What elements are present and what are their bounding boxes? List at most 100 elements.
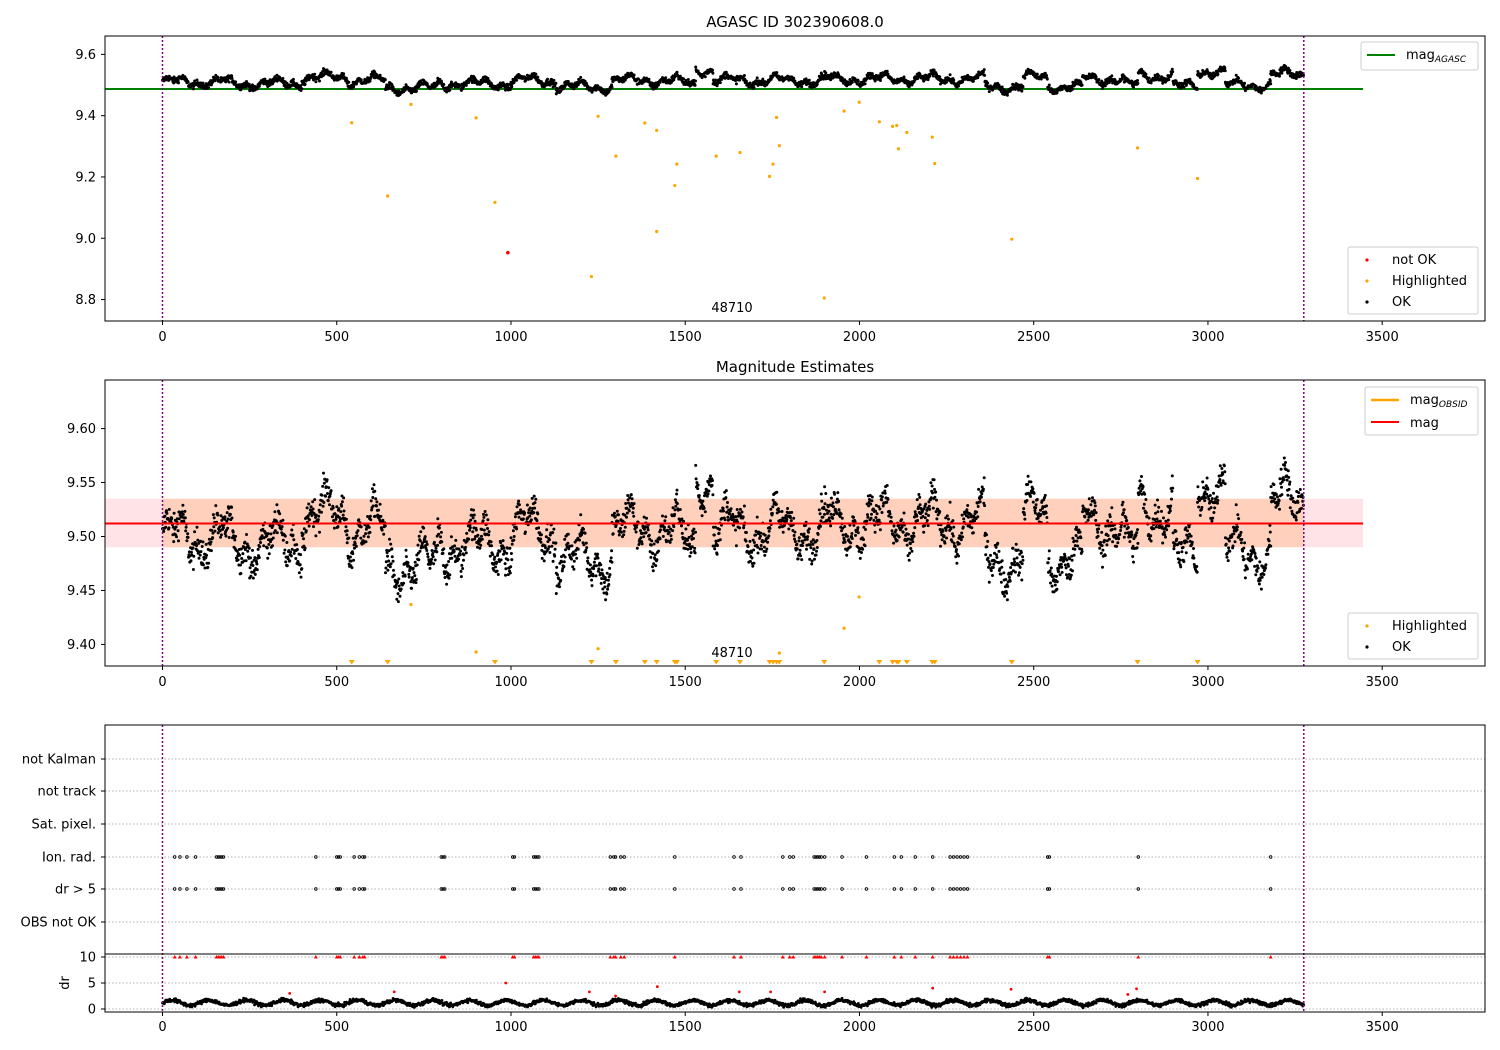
ok-point xyxy=(939,544,942,548)
ok-point xyxy=(318,530,321,534)
ok-point xyxy=(675,502,679,506)
ok-point xyxy=(570,544,574,548)
ok-point xyxy=(850,537,854,540)
ok-point xyxy=(980,492,984,496)
ok-point xyxy=(667,530,671,534)
ok-point xyxy=(213,529,217,533)
ok-point xyxy=(801,541,805,545)
ok-point xyxy=(624,502,628,505)
ok-point xyxy=(324,494,327,498)
ok-point xyxy=(579,75,583,79)
ok-point xyxy=(230,516,234,520)
ok-point xyxy=(792,516,796,520)
ok-point xyxy=(540,556,544,560)
ok-point xyxy=(948,73,952,77)
ok-point xyxy=(929,481,933,485)
ok-point xyxy=(1136,79,1139,82)
ok-point xyxy=(693,551,697,555)
ok-point xyxy=(499,541,503,545)
ok-point xyxy=(483,510,487,513)
panel-agasc-ytick-label: 9.0 xyxy=(75,232,96,247)
ok-point xyxy=(265,546,269,550)
ok-point xyxy=(297,571,301,575)
ok-point xyxy=(481,519,485,523)
ok-point xyxy=(506,558,510,562)
ok-point xyxy=(841,533,845,537)
ok-point xyxy=(880,511,884,514)
ok-point xyxy=(292,551,296,555)
ok-point xyxy=(918,495,922,499)
ok-point xyxy=(657,549,660,553)
ok-point xyxy=(608,88,612,92)
ok-point xyxy=(408,86,412,90)
ok-point xyxy=(951,519,955,523)
ok-point xyxy=(336,525,340,529)
ok-point xyxy=(597,567,601,571)
ok-point xyxy=(886,72,890,76)
ok-point xyxy=(281,538,285,542)
ok-point xyxy=(207,537,211,541)
ok-point xyxy=(1167,78,1171,82)
panel-agasc-legend-status: not OK Highlighted OK xyxy=(1347,246,1479,315)
legend-ok-marker xyxy=(1365,300,1369,304)
ok-point xyxy=(694,463,698,467)
ok-point xyxy=(529,518,533,522)
ok-point xyxy=(283,534,287,538)
ok-point xyxy=(874,516,878,519)
ok-point xyxy=(848,545,852,549)
ok-point xyxy=(709,474,712,478)
ok-point xyxy=(755,515,759,519)
ok-point xyxy=(603,585,607,589)
ok-point xyxy=(211,536,215,540)
ok-point xyxy=(751,564,755,568)
ok-point xyxy=(706,492,710,496)
ok-point xyxy=(878,507,882,511)
ok-point xyxy=(195,525,199,529)
ok-point xyxy=(352,85,356,89)
ok-point xyxy=(613,511,616,515)
ok-point xyxy=(823,512,826,516)
ok-point xyxy=(607,583,611,586)
ok-point xyxy=(506,82,509,86)
ok-point xyxy=(870,512,873,516)
ok-point xyxy=(471,516,475,520)
ok-point xyxy=(806,535,810,539)
ok-point xyxy=(957,554,960,558)
ok-point xyxy=(273,510,277,514)
ok-point xyxy=(251,548,254,552)
ok-point xyxy=(247,546,251,550)
ok-point xyxy=(366,535,370,539)
ok-point xyxy=(668,540,672,544)
ok-point xyxy=(209,540,213,544)
ok-point xyxy=(669,534,673,538)
ok-point xyxy=(759,531,763,535)
ok-point xyxy=(605,571,609,575)
ok-point xyxy=(461,567,465,570)
ok-point xyxy=(521,517,525,521)
ok-point xyxy=(523,511,527,515)
ok-point xyxy=(639,536,643,540)
ok-point xyxy=(412,571,416,575)
ok-point xyxy=(799,554,802,558)
ok-point xyxy=(1237,76,1241,80)
ok-point xyxy=(907,558,911,562)
ok-point xyxy=(422,526,426,530)
ok-point xyxy=(900,518,904,522)
ok-point xyxy=(600,568,604,572)
ok-point xyxy=(535,519,539,523)
ok-point xyxy=(234,534,238,538)
ok-point xyxy=(885,69,889,73)
ok-point xyxy=(570,557,573,561)
panel-agasc-xtick-label: 500 xyxy=(324,330,349,345)
ok-point xyxy=(734,528,737,532)
ok-point xyxy=(411,566,415,570)
ok-point xyxy=(885,484,889,487)
ok-point xyxy=(309,505,313,509)
ok-point xyxy=(582,527,585,531)
ok-point xyxy=(1243,81,1247,85)
ok-point xyxy=(556,573,559,577)
ok-point xyxy=(860,551,863,554)
ok-point xyxy=(554,81,558,85)
ok-point xyxy=(951,534,955,538)
ok-point xyxy=(983,73,987,77)
